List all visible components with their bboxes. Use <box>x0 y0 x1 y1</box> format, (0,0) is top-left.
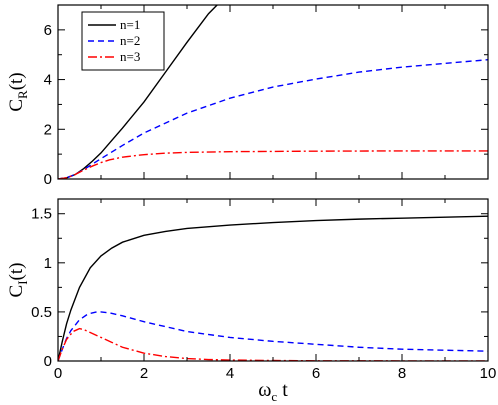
legend: n=1n=2n=3 <box>81 11 165 71</box>
y-tick-label: 6 <box>44 22 52 39</box>
y-tick-label: 1.5 <box>31 206 52 223</box>
y-tick-label: 0 <box>44 353 52 370</box>
series-line-n=2 <box>58 311 488 361</box>
series-line-n=1 <box>58 215 488 361</box>
legend-label-n=1: n=1 <box>120 17 140 32</box>
y-tick-label: 2 <box>44 121 52 138</box>
series-group <box>58 5 488 179</box>
series-group <box>58 215 488 361</box>
series-line-n=3 <box>58 150 488 179</box>
y-tick-label: 0 <box>44 171 52 188</box>
y-tick-label: 4 <box>44 72 52 89</box>
legend-box <box>81 11 165 71</box>
series-line-n=3 <box>58 327 488 361</box>
legend-label-n=3: n=3 <box>120 49 140 64</box>
series-line-n=2 <box>58 58 488 179</box>
x-tick-label: 6 <box>312 365 320 382</box>
plot-frame <box>57 198 489 362</box>
legend-label-n=2: n=2 <box>120 33 140 48</box>
x-tick-label: 4 <box>226 365 234 382</box>
x-axis-title: ωc t <box>258 379 288 404</box>
bottom-panel: 0 2 4 6 8 10 0 0.5 1 1.5 CI(t) ωc t <box>6 198 497 404</box>
top-panel: 0 2 4 6 CR(t) n=1n=2n=3 <box>6 4 489 188</box>
x-tick-label: 2 <box>140 365 148 382</box>
x-tick-label: 0 <box>54 365 62 382</box>
x-tick-label: 8 <box>398 365 406 382</box>
y-tick-label: 1 <box>44 255 52 272</box>
y-tick-label: 0.5 <box>31 304 52 321</box>
y-axis-title: CI(t) <box>6 263 30 298</box>
y-axis-title: CR(t) <box>6 72 30 111</box>
x-tick-label: 10 <box>480 365 497 382</box>
